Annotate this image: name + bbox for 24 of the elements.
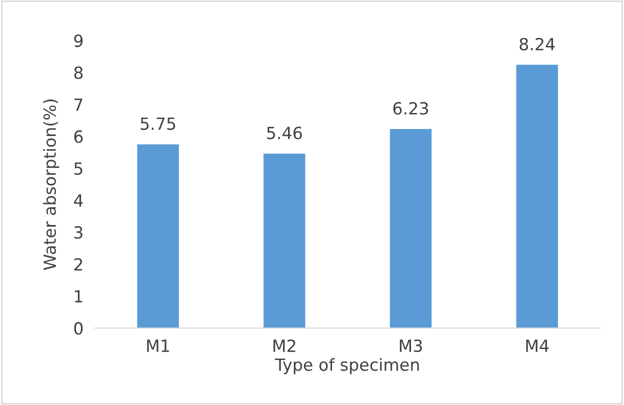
x-tick-label: M2 xyxy=(274,339,296,352)
x-tick-label: M1 xyxy=(147,340,169,352)
y-tick-label: 0 xyxy=(74,322,83,335)
y-axis-title: Water absorption(%) xyxy=(43,99,60,270)
y-tick-label: 1 xyxy=(74,290,82,302)
x-tick-label: M3 xyxy=(400,339,422,352)
data-label: 5.46 xyxy=(267,126,302,140)
y-tick-label: 8 xyxy=(74,66,83,80)
x-tick-label: M4 xyxy=(526,340,549,352)
y-tick-label: 9 xyxy=(74,34,83,48)
y-tick-label: 6 xyxy=(74,130,83,143)
data-label: 5.75 xyxy=(140,118,176,130)
y-tick-label: 4 xyxy=(74,194,83,207)
bar xyxy=(390,129,432,328)
y-tick-label: 3 xyxy=(74,226,82,239)
data-label: 8.24 xyxy=(520,38,555,50)
y-tick-label: 2 xyxy=(74,258,82,270)
x-axis-title: Type of specimen xyxy=(274,358,419,374)
bar xyxy=(264,154,306,328)
data-label: 6.23 xyxy=(393,102,428,115)
y-tick-label: 5 xyxy=(74,162,82,175)
bar xyxy=(516,64,558,328)
y-tick-label: 7 xyxy=(74,98,82,111)
bar xyxy=(137,144,179,328)
